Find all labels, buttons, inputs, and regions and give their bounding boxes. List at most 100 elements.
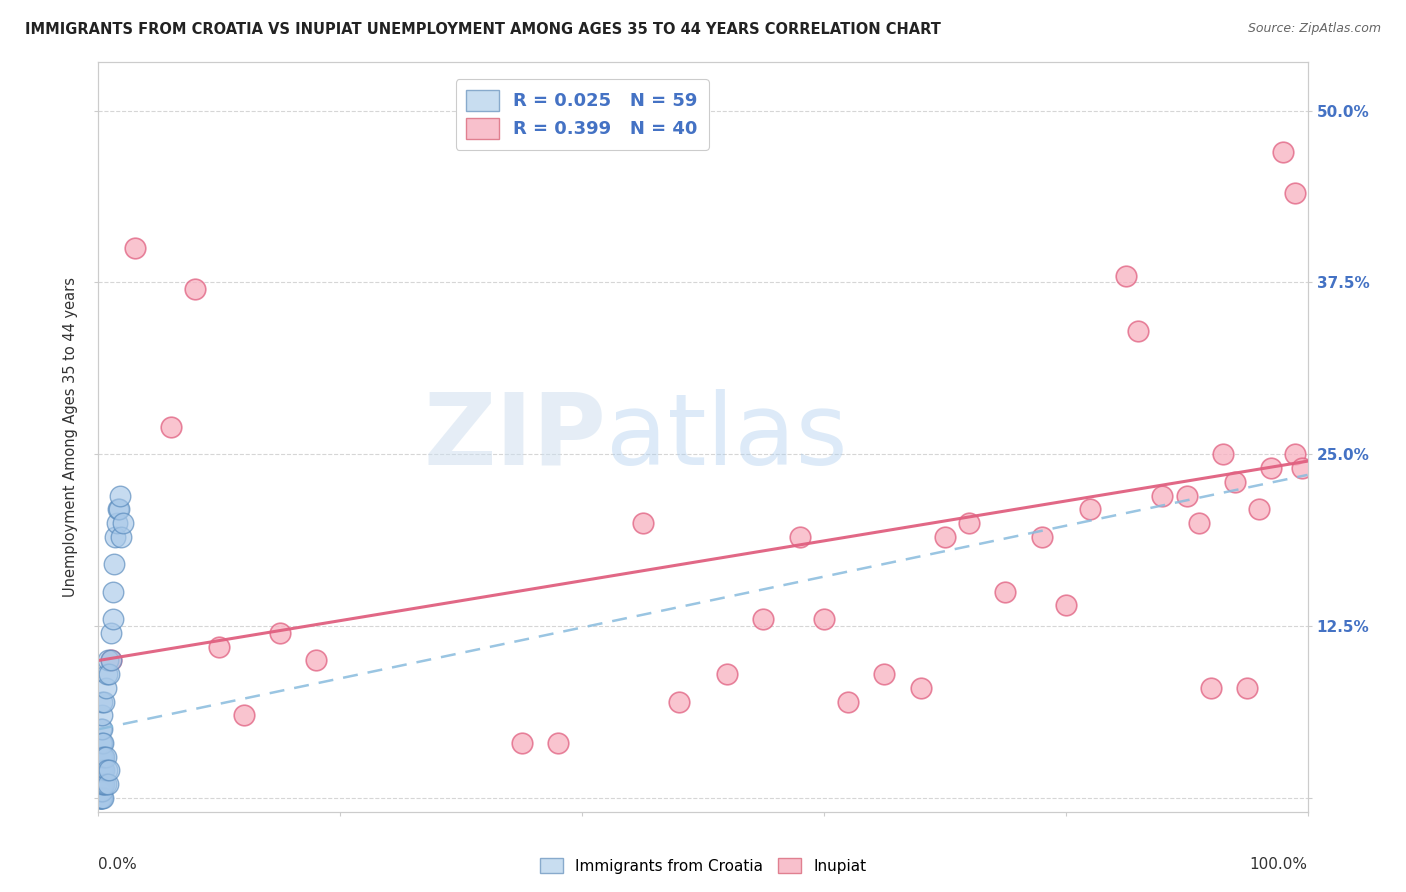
Point — [90, 784, 112, 798]
Point — [90, 777, 112, 791]
Point — [91, 791, 114, 805]
Point — [93, 764, 115, 778]
Point — [94, 749, 117, 764]
Point — [91, 784, 114, 798]
Point — [104, 530, 127, 544]
Point — [1284, 447, 1306, 461]
Point — [631, 516, 654, 530]
Point — [957, 516, 980, 530]
Point — [232, 708, 254, 723]
Point — [716, 667, 738, 681]
Point — [1284, 186, 1306, 200]
Point — [89, 777, 111, 791]
Point — [184, 282, 207, 296]
Point — [91, 764, 114, 778]
Point — [89, 784, 111, 798]
Point — [789, 530, 811, 544]
Point — [90, 791, 112, 805]
Point — [1175, 489, 1198, 503]
Point — [752, 612, 775, 626]
Point — [101, 584, 124, 599]
Text: IMMIGRANTS FROM CROATIA VS INUPIAT UNEMPLOYMENT AMONG AGES 35 TO 44 YEARS CORREL: IMMIGRANTS FROM CROATIA VS INUPIAT UNEMP… — [25, 22, 941, 37]
Point — [813, 612, 835, 626]
Point — [100, 626, 122, 640]
Point — [668, 695, 690, 709]
Point — [305, 653, 328, 667]
Point — [108, 489, 131, 503]
Point — [98, 667, 121, 681]
Point — [105, 516, 128, 530]
Point — [91, 777, 114, 791]
Point — [89, 777, 111, 791]
Point — [89, 764, 111, 778]
Point — [94, 681, 117, 695]
Point — [1128, 324, 1150, 338]
Point — [90, 764, 112, 778]
Point — [89, 777, 111, 791]
Point — [89, 777, 111, 791]
Point — [93, 695, 115, 709]
Point — [1291, 461, 1313, 475]
Point — [91, 723, 114, 737]
Point — [94, 777, 117, 791]
Point — [96, 764, 118, 778]
Text: atlas: atlas — [606, 389, 848, 485]
Point — [91, 695, 114, 709]
Text: 0.0%: 0.0% — [98, 856, 138, 871]
Point — [111, 516, 134, 530]
Point — [91, 708, 114, 723]
Point — [93, 749, 115, 764]
Y-axis label: Unemployment Among Ages 35 to 44 years: Unemployment Among Ages 35 to 44 years — [63, 277, 79, 597]
Point — [89, 784, 111, 798]
Point — [124, 241, 146, 255]
Point — [89, 764, 111, 778]
Point — [1199, 681, 1222, 695]
Legend: R = 0.025   N = 59, R = 0.399   N = 40: R = 0.025 N = 59, R = 0.399 N = 40 — [456, 79, 709, 150]
Point — [90, 777, 112, 791]
Point — [90, 736, 112, 750]
Point — [89, 791, 111, 805]
Point — [91, 791, 114, 805]
Point — [160, 419, 183, 434]
Point — [91, 736, 114, 750]
Point — [90, 723, 112, 737]
Point — [100, 653, 122, 667]
Point — [910, 681, 932, 695]
Text: 100.0%: 100.0% — [1250, 856, 1308, 871]
Point — [1152, 489, 1174, 503]
Point — [89, 791, 111, 805]
Point — [1212, 447, 1234, 461]
Point — [1272, 145, 1295, 159]
Text: ZIP: ZIP — [423, 389, 606, 485]
Point — [91, 749, 114, 764]
Point — [97, 777, 120, 791]
Point — [93, 777, 115, 791]
Point — [510, 736, 533, 750]
Point — [91, 777, 114, 791]
Point — [90, 764, 112, 778]
Point — [547, 736, 569, 750]
Point — [1078, 502, 1101, 516]
Point — [1236, 681, 1258, 695]
Point — [994, 584, 1017, 599]
Point — [108, 502, 131, 516]
Point — [100, 653, 122, 667]
Point — [98, 764, 121, 778]
Point — [96, 667, 118, 681]
Legend: Immigrants from Croatia, Inupiat: Immigrants from Croatia, Inupiat — [533, 852, 873, 880]
Point — [269, 626, 291, 640]
Point — [873, 667, 896, 681]
Point — [101, 612, 124, 626]
Point — [107, 502, 129, 516]
Point — [934, 530, 956, 544]
Point — [91, 764, 114, 778]
Point — [103, 558, 125, 572]
Point — [1115, 268, 1137, 283]
Point — [91, 736, 114, 750]
Point — [208, 640, 231, 654]
Point — [1054, 599, 1077, 613]
Point — [97, 653, 120, 667]
Point — [1260, 461, 1282, 475]
Point — [110, 530, 132, 544]
Point — [1223, 475, 1246, 489]
